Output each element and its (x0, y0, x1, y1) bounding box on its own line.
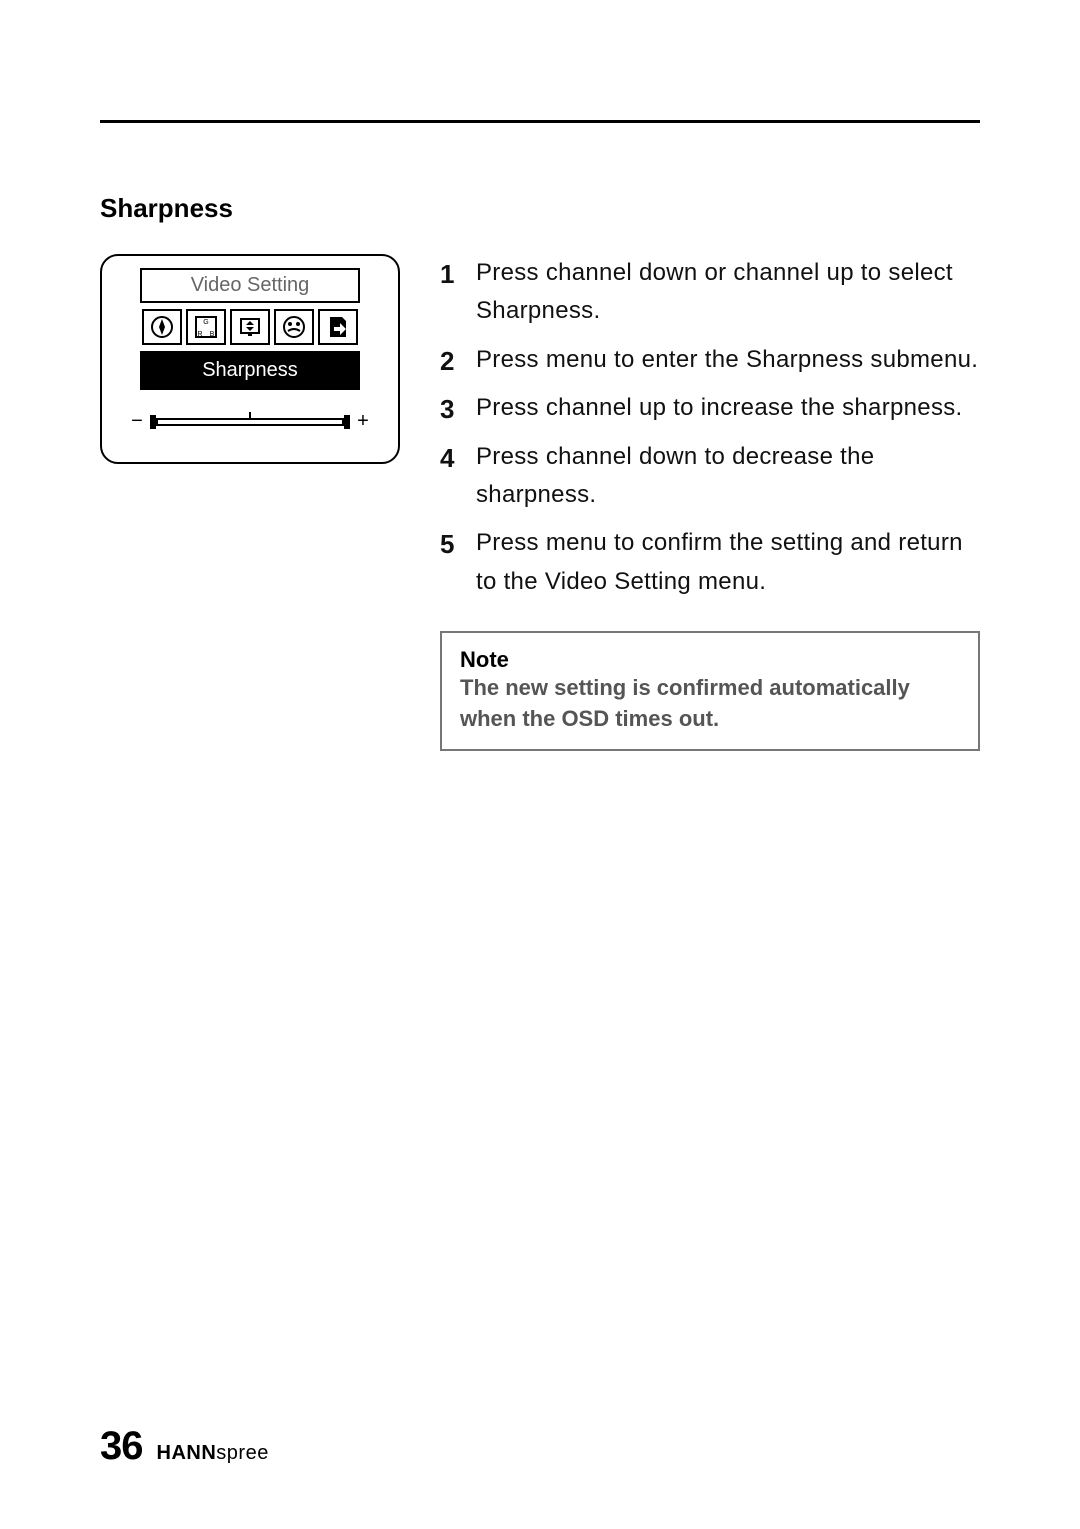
page-footer: 36 HANNspree (100, 1424, 269, 1469)
top-rule (100, 120, 980, 123)
plus-icon: + (356, 410, 370, 433)
page-number: 36 (100, 1424, 143, 1469)
osd-slider: − + (122, 410, 378, 433)
rgb-icon: GR B (186, 309, 226, 345)
step-item: Press channel down to decrease the sharp… (440, 438, 980, 515)
osd-submenu-label: Sharpness (140, 351, 360, 390)
osd-box: Video Setting GR B Sharpness (100, 254, 400, 464)
instructions-column: Press channel down or channel up to sele… (440, 254, 980, 751)
step-item: Press channel down or channel up to sele… (440, 254, 980, 331)
svg-text:B: B (210, 331, 215, 338)
step-item: Press menu to enter the Sharpness submen… (440, 341, 980, 379)
slider-tick (249, 412, 251, 420)
slider-track (150, 415, 350, 429)
note-body: The new setting is confirmed automatical… (460, 673, 960, 735)
content-row: Video Setting GR B Sharpness (100, 254, 980, 751)
step-item: Press menu to confirm the setting and re… (440, 524, 980, 601)
section-title: Sharpness (100, 193, 980, 224)
svg-text:G: G (203, 319, 208, 326)
adjust-icon (274, 309, 314, 345)
step-item: Press channel up to increase the sharpne… (440, 389, 980, 427)
monitor-arrows-icon (230, 309, 270, 345)
brand-light: spree (216, 1442, 269, 1464)
slider-cap-right (344, 415, 350, 429)
steps-list: Press channel down or channel up to sele… (440, 254, 980, 601)
compass-icon (142, 309, 182, 345)
brand-bold: HANN (157, 1442, 217, 1464)
note-title: Note (460, 647, 960, 673)
minus-icon: − (130, 410, 144, 433)
osd-column: Video Setting GR B Sharpness (100, 254, 400, 751)
page-arrow-icon (318, 309, 358, 345)
osd-menu-title: Video Setting (140, 268, 360, 303)
note-box: Note The new setting is confirmed automa… (440, 631, 980, 751)
brand-logo: HANNspree (157, 1442, 269, 1465)
svg-text:R: R (197, 331, 202, 338)
osd-icon-row: GR B (122, 309, 378, 345)
